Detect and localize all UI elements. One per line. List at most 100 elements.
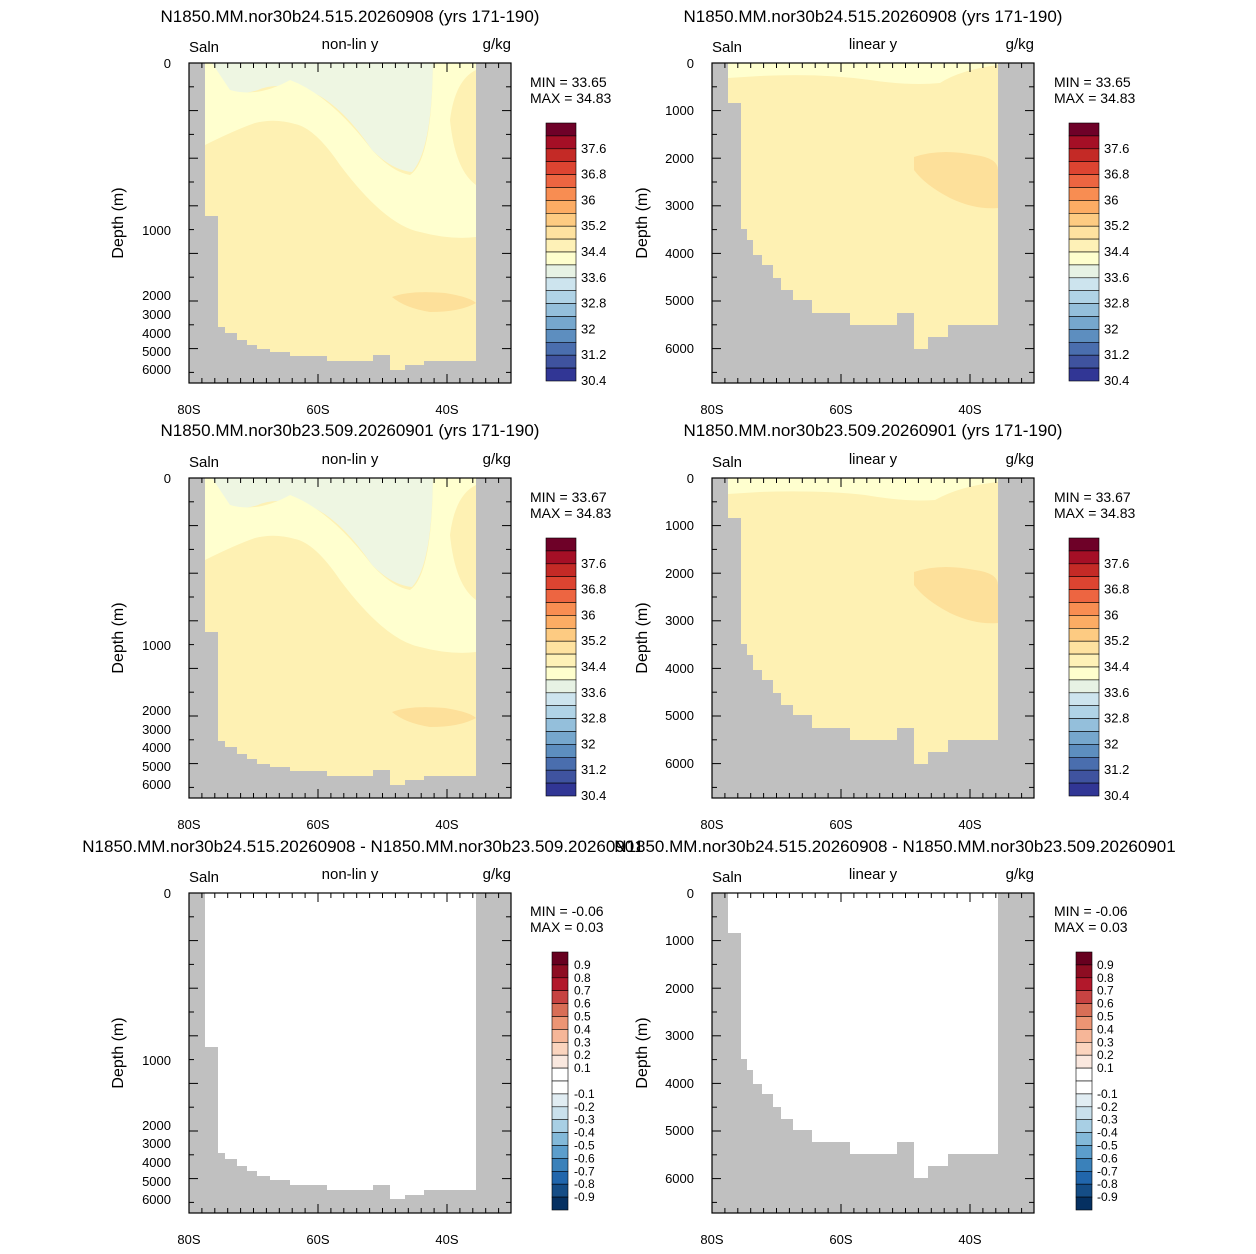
colorbar-swatch <box>545 148 577 163</box>
colorbar-label: 0.9 <box>1097 958 1114 972</box>
colorbar-swatch <box>1068 135 1100 150</box>
colorbar-label: 0.2 <box>574 1048 591 1062</box>
panel1-scale-label: non-lin y <box>322 36 379 53</box>
panel1-contour-salty <box>392 292 476 312</box>
panel3-min-label: MIN = 33.67 <box>530 489 607 505</box>
panel2-max-label: MAX = 34.83 <box>1054 90 1136 106</box>
panel4-ytick-0: 0 <box>687 471 694 486</box>
colorbar-swatch <box>545 161 577 175</box>
panel4-ytick-2000: 2000 <box>665 566 694 581</box>
colorbar-swatch <box>1075 1158 1093 1172</box>
colorbar-label: 33.6 <box>581 685 606 700</box>
colorbar-label: -0.7 <box>574 1164 595 1178</box>
colorbar-swatch <box>1075 1106 1093 1121</box>
panel4-colorbar: 37.6 36.8 36 35.2 34.4 33.6 32.8 32 31.2 30.4 <box>1068 537 1129 803</box>
colorbar-swatch <box>551 1106 569 1121</box>
panel6-min-label: MIN = -0.06 <box>1054 903 1128 919</box>
colorbar-label: 0.6 <box>574 997 591 1011</box>
colorbar-swatch <box>1075 1196 1093 1211</box>
panel3-ytick-1000: 1000 <box>142 638 171 653</box>
colorbar-swatch <box>1068 731 1100 745</box>
colorbar-swatch <box>1075 990 1093 1004</box>
panel4-max-label: MAX = 34.83 <box>1054 505 1136 521</box>
colorbar-swatch <box>1075 1080 1093 1095</box>
panel1-xtick-60S: 60S <box>306 402 329 417</box>
colorbar-swatch <box>551 1093 569 1108</box>
panel6-var-label: Saln <box>712 869 742 886</box>
colorbar-label: 32.8 <box>1104 711 1129 726</box>
panel1-ytick-2000: 2000 <box>142 288 171 303</box>
colorbar-swatch <box>545 303 577 317</box>
panel6-xtick-60S: 60S <box>829 1232 852 1247</box>
colorbar-label: -0.8 <box>574 1177 595 1191</box>
colorbar-swatch <box>1075 1119 1093 1133</box>
panel4-xtick-40S: 40S <box>958 817 981 832</box>
colorbar-label: 32 <box>1104 321 1118 336</box>
colorbar-swatch <box>1068 692 1100 706</box>
panel2-contour-mid <box>728 63 998 84</box>
colorbar-label: -0.5 <box>1097 1139 1118 1153</box>
colorbar-label: 36.8 <box>1104 167 1129 182</box>
panel4-ylabel: Depth (m) <box>634 602 651 673</box>
panel4-var-label: Saln <box>712 454 742 471</box>
colorbar-label: 0.4 <box>574 1022 591 1036</box>
panel-1: Saln non-lin y g/kg Depth (m) 0 1000 200… <box>110 36 612 417</box>
colorbar-swatch <box>545 589 577 603</box>
colorbar-swatch <box>545 213 577 227</box>
colorbar-swatch <box>1068 174 1100 188</box>
colorbar-swatch <box>551 1042 569 1056</box>
colorbar-label: 36 <box>581 192 595 207</box>
panel2-ytick-0: 0 <box>687 56 694 71</box>
colorbar-label: 34.4 <box>581 659 606 674</box>
colorbar-swatch <box>545 316 577 330</box>
colorbar-swatch <box>1068 576 1100 590</box>
panel6-frame <box>711 892 1035 1214</box>
colorbar-label: 30.4 <box>581 788 606 803</box>
colorbar-swatch <box>545 135 577 150</box>
panel3-ytick-6000: 6000 <box>142 777 171 792</box>
colorbar-swatch <box>1068 187 1100 201</box>
colorbar-label: 36.8 <box>1104 582 1129 597</box>
colorbar-swatch <box>545 744 577 758</box>
panel6-ytick-0: 0 <box>687 886 694 901</box>
colorbar-label: -0.5 <box>574 1139 595 1153</box>
colorbar-swatch <box>551 1132 569 1146</box>
colorbar-swatch <box>545 563 577 577</box>
panel6-ytick-4000: 4000 <box>665 1076 694 1091</box>
panel-4: Saln linear y g/kg Depth (m) 0 1000 2000… <box>634 451 1136 832</box>
colorbar-label: 32.8 <box>581 296 606 311</box>
panel5-ytick-0: 0 <box>164 886 171 901</box>
colorbar-swatch <box>545 537 577 552</box>
panel-2: Saln linear y g/kg Depth (m) 0 1000 2000… <box>634 36 1136 417</box>
panel4-xtick-60S: 60S <box>829 817 852 832</box>
colorbar-swatch <box>1068 744 1100 758</box>
colorbar-swatch <box>551 1196 569 1211</box>
panel2-ytick-4000: 4000 <box>665 246 694 261</box>
panel-3: Saln non-lin y g/kg Depth (m) 0 1000 200… <box>110 451 612 832</box>
colorbar-swatch <box>551 1158 569 1172</box>
colorbar-swatch <box>545 718 577 732</box>
colorbar-swatch <box>545 640 577 655</box>
panel1-ytick-5000: 5000 <box>142 344 171 359</box>
colorbar-swatch <box>545 550 577 565</box>
colorbar-swatch <box>545 576 577 590</box>
colorbar-swatch <box>545 653 577 668</box>
colorbar-swatch <box>1075 1016 1093 1030</box>
colorbar-swatch <box>1068 238 1100 253</box>
panel4-ytick-5000: 5000 <box>665 708 694 723</box>
colorbar-swatch <box>545 277 577 291</box>
colorbar-label: -0.1 <box>574 1087 595 1101</box>
colorbar-label: -0.3 <box>1097 1113 1118 1127</box>
colorbar-swatch <box>1068 589 1100 603</box>
colorbar-swatch <box>1075 1042 1093 1056</box>
panel2-land <box>712 63 1034 383</box>
panel5-scale-label: non-lin y <box>322 866 379 883</box>
panel-6: Saln linear y g/kg Depth (m) 0 1000 2000… <box>634 866 1128 1247</box>
panel2-var-label: Saln <box>712 39 742 56</box>
colorbar-swatch <box>1075 1029 1093 1043</box>
panel5-ylabel: Depth (m) <box>110 1017 127 1088</box>
panel1-var-label: Saln <box>189 39 219 56</box>
panel4-ytick-1000: 1000 <box>665 518 694 533</box>
panel3-ytick-0: 0 <box>164 471 171 486</box>
